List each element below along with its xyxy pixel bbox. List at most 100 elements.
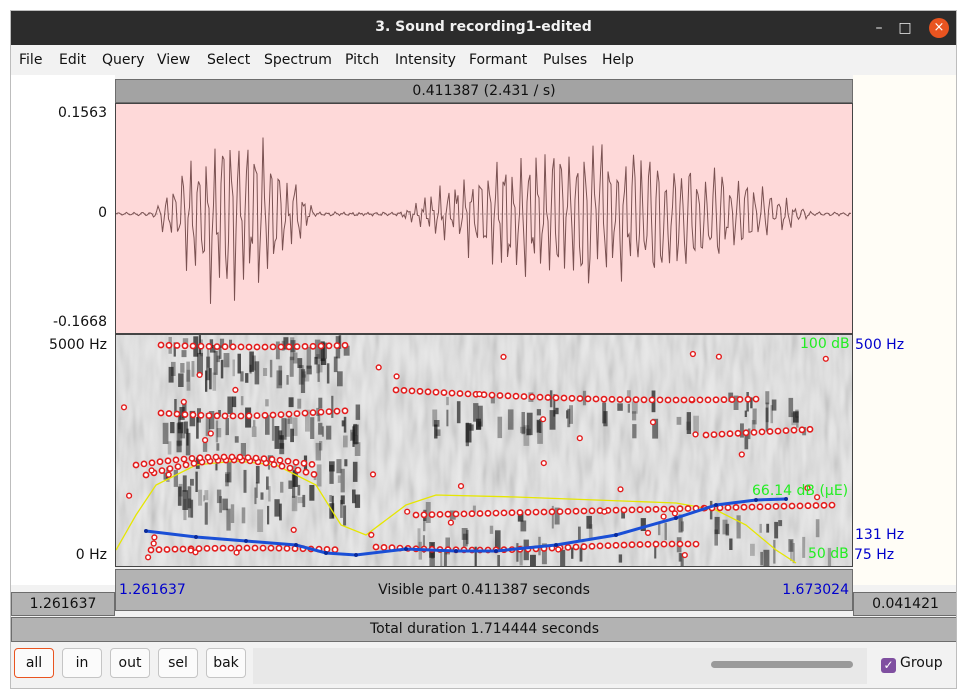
left-time-box[interactable]: 1.261637 — [11, 592, 115, 616]
energy-patch — [314, 339, 321, 359]
intensity-top-label: 100 dB — [800, 336, 850, 352]
energy-patch — [343, 416, 347, 433]
waveform-panel[interactable] — [115, 103, 853, 334]
formant-point — [710, 431, 718, 438]
energy-patch — [791, 412, 797, 426]
energy-patch — [788, 539, 794, 552]
formant-point — [656, 396, 664, 404]
formant-point — [163, 546, 171, 553]
close-icon[interactable]: × — [929, 18, 949, 38]
menu-select[interactable]: Select — [207, 52, 251, 68]
formant-point — [564, 507, 572, 515]
formant-point — [772, 502, 780, 510]
energy-patch — [225, 473, 229, 487]
menu-view[interactable]: View — [157, 52, 191, 68]
formant-point — [404, 508, 411, 515]
energy-patch — [316, 464, 322, 487]
energy-patch — [218, 410, 221, 417]
menu-file[interactable]: File — [19, 52, 43, 68]
menu-intensity[interactable]: Intensity — [395, 52, 456, 68]
energy-patch — [314, 356, 318, 365]
formant-point — [684, 505, 692, 512]
formant-point — [201, 436, 209, 444]
menu-edit[interactable]: Edit — [59, 52, 87, 68]
zoom-back-button[interactable]: bak — [206, 648, 246, 678]
energy-patch — [205, 413, 211, 436]
menu-pulses[interactable]: Pulses — [543, 52, 588, 68]
pitch-point — [144, 529, 148, 533]
formant-point — [460, 510, 468, 518]
selection-duration-bar[interactable]: 0.411387 (2.431 / s) — [115, 79, 853, 103]
formant-point — [828, 501, 836, 509]
zoom-in-button[interactable]: in — [62, 648, 102, 678]
energy-patch — [579, 547, 583, 562]
formant-point — [676, 505, 684, 513]
energy-patch — [186, 361, 190, 382]
formant-point — [704, 396, 712, 404]
menu-formant[interactable]: Formant — [469, 52, 528, 68]
spectrogram-panel[interactable]: 100 dB 66.14 dB (μE) 50 dB — [115, 334, 853, 576]
visible-part-bar[interactable]: 1.261637 Visible part 0.411387 seconds 1… — [115, 569, 853, 611]
formant-point — [151, 534, 158, 541]
zoom-sel-button[interactable]: sel — [158, 648, 198, 678]
formant-point — [447, 519, 455, 526]
energy-patch — [293, 352, 298, 364]
energy-patch — [343, 435, 348, 448]
minimize-icon[interactable]: – — [875, 20, 883, 36]
formant-point — [207, 430, 214, 437]
energy-patch — [340, 499, 343, 518]
formant-point — [576, 435, 583, 442]
formant-point — [812, 502, 820, 509]
energy-patch — [425, 502, 431, 523]
group-checkbox[interactable]: ✓ Group — [881, 655, 943, 673]
energy-patch — [744, 410, 747, 417]
horizontal-scrollbar[interactable] — [253, 648, 867, 684]
menu-help[interactable]: Help — [602, 52, 634, 68]
formant-point — [165, 471, 172, 478]
energy-patch — [190, 499, 194, 518]
energy-patch — [423, 517, 426, 532]
formant-point — [232, 386, 239, 394]
maximize-icon[interactable]: □ — [898, 20, 912, 36]
energy-patch — [310, 417, 315, 439]
formant-point — [341, 341, 349, 349]
formant-point — [213, 343, 221, 350]
formant-point — [325, 342, 333, 350]
energy-patch — [337, 371, 343, 387]
energy-patch — [182, 402, 187, 418]
formant-point — [302, 468, 310, 476]
menu-query[interactable]: Query — [102, 52, 145, 68]
energy-patch — [778, 520, 783, 527]
formant-point — [536, 393, 544, 401]
formant-point — [496, 392, 504, 399]
formant-point — [596, 542, 604, 550]
formant-point — [205, 342, 213, 350]
zoom-out-button[interactable]: out — [110, 648, 150, 678]
energy-patch — [297, 496, 304, 504]
energy-patch — [177, 415, 181, 430]
energy-patch — [178, 373, 184, 387]
energy-patch — [186, 369, 191, 391]
formant-point — [269, 343, 277, 351]
menu-pitch[interactable]: Pitch — [345, 52, 380, 68]
pitch-point — [194, 535, 198, 539]
formant-point — [780, 502, 788, 510]
total-duration-bar[interactable]: Total duration 1.714444 seconds — [11, 617, 956, 642]
formant-point — [644, 506, 652, 513]
energy-patch — [219, 496, 222, 513]
energy-patch — [283, 337, 289, 350]
menu-spectrum[interactable]: Spectrum — [264, 52, 332, 68]
formant-point — [728, 396, 736, 403]
energy-patch — [301, 371, 307, 378]
formant-point — [309, 409, 317, 416]
right-time-box[interactable]: 0.041421 — [853, 592, 956, 616]
energy-patch — [566, 410, 569, 419]
zoom-all-button[interactable]: all — [14, 648, 54, 678]
formant-point — [616, 396, 624, 403]
energy-patch — [305, 409, 310, 432]
formant-point — [644, 540, 652, 548]
scrollbar-thumb[interactable] — [711, 661, 853, 668]
formant-point — [644, 529, 652, 537]
formant-point — [203, 544, 211, 552]
energy-patch — [291, 465, 297, 488]
